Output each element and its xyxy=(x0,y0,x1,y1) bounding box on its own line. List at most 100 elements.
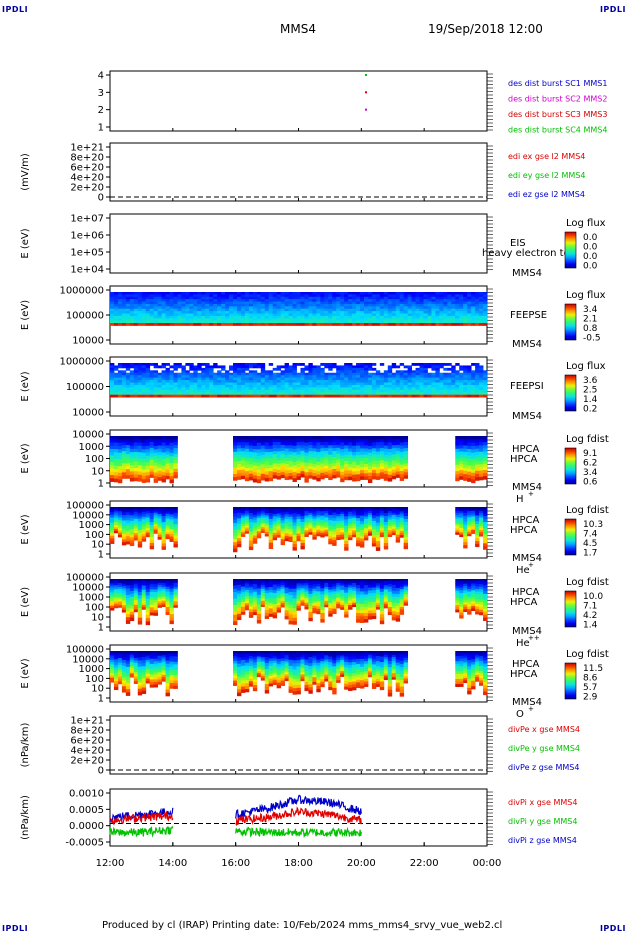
spectrogram-cell xyxy=(256,392,262,396)
colorbar-tick-label: 3.4 xyxy=(583,305,598,315)
spectrogram-cell xyxy=(256,363,262,366)
spectrogram-cell xyxy=(324,519,329,522)
spectrogram-cell xyxy=(443,394,448,398)
spectrogram-cell xyxy=(161,320,166,324)
spectrogram-cell xyxy=(149,384,155,388)
spectrogram-cell xyxy=(280,436,286,440)
spectrogram-cell xyxy=(260,306,266,310)
spectrogram-cell xyxy=(411,318,416,322)
spectrogram-cell xyxy=(137,458,143,463)
spectrogram-cell xyxy=(367,365,373,369)
spectrogram-cell xyxy=(260,442,266,446)
spectrogram-cell xyxy=(312,457,317,462)
spectrogram-cell xyxy=(229,387,234,391)
spectrogram-cell xyxy=(236,306,242,310)
spectrogram-cell xyxy=(256,442,262,447)
spectrogram-cell xyxy=(459,301,464,305)
spectrogram-cell xyxy=(483,451,488,455)
spectrogram-cell xyxy=(149,539,155,544)
spectrogram-cell xyxy=(340,511,345,515)
spectrogram-cell xyxy=(467,471,472,476)
spectrogram-cell xyxy=(316,455,321,459)
spectrogram-cell xyxy=(129,320,135,324)
spectrogram-cell xyxy=(391,463,397,468)
spectrogram-cell xyxy=(276,292,282,295)
spectrogram-cell xyxy=(340,303,345,307)
spectrogram-cell xyxy=(129,458,135,463)
spectrogram-cell xyxy=(240,511,246,514)
spectrogram-cell xyxy=(367,387,373,391)
spectrogram-cell xyxy=(344,537,349,542)
spectrogram-cell xyxy=(379,292,385,295)
spectrogram-cell xyxy=(463,370,468,374)
spectrogram-cell xyxy=(213,375,218,379)
spectrogram-cell xyxy=(395,514,401,518)
spectrogram-cell xyxy=(395,299,401,302)
spectrogram-cell xyxy=(117,513,123,516)
spectrogram-cell xyxy=(356,387,361,391)
spectrogram-cell xyxy=(284,320,289,324)
spectrogram-cell xyxy=(356,474,361,478)
spectrogram-cell xyxy=(169,462,174,467)
spectrogram-cell xyxy=(407,299,412,302)
spectrogram-cell xyxy=(125,445,131,449)
spectrogram-cell xyxy=(137,541,143,545)
spectrogram-cell xyxy=(272,537,278,541)
spectrogram-cell xyxy=(475,363,480,366)
y-tick-label: 100000 xyxy=(66,382,104,393)
spectrogram-cell xyxy=(193,306,198,310)
spectrogram-cell xyxy=(125,536,131,540)
spectrogram-cell xyxy=(276,522,282,525)
spectrogram-cell xyxy=(165,296,170,300)
spectrogram-cell xyxy=(193,392,198,396)
spectrogram-cell xyxy=(169,588,174,593)
spectrogram-cell xyxy=(340,529,345,533)
spectrogram-cell xyxy=(137,617,143,622)
spectrogram-cell xyxy=(336,306,341,310)
spectrogram-cell xyxy=(367,527,373,530)
spectrogram-cell xyxy=(177,377,182,381)
spectrogram-cell xyxy=(280,509,286,513)
spectrogram-cell xyxy=(244,510,250,514)
spectrogram-cell xyxy=(439,372,444,376)
spectrogram-cell xyxy=(165,534,170,537)
spectrogram-cell xyxy=(272,301,278,305)
spectrogram-cell xyxy=(391,380,397,383)
spectrogram-cell xyxy=(217,389,222,393)
spectrogram-cell xyxy=(435,392,440,396)
spectrogram-cell xyxy=(371,460,377,465)
spectrogram-cell xyxy=(113,585,119,588)
spectrogram-cell xyxy=(137,509,143,514)
spectrogram-cell xyxy=(471,375,476,379)
spectrogram-cell xyxy=(383,377,389,381)
spectrogram-cell xyxy=(280,308,286,312)
spectrogram-cell xyxy=(280,389,286,393)
spectrogram-cell xyxy=(137,294,143,298)
species-label: He xyxy=(516,565,530,576)
spectrogram-cell xyxy=(185,389,190,393)
spectrogram-cell xyxy=(411,311,416,314)
spectrogram-cell xyxy=(280,528,286,532)
spectrogram-cell xyxy=(407,313,412,317)
spectrogram-cell xyxy=(149,294,155,298)
spectrogram-cell xyxy=(296,394,301,398)
spectrogram-cell xyxy=(356,313,361,317)
spectrogram-cell xyxy=(284,516,289,520)
spectrogram-cell xyxy=(292,540,297,545)
spectrogram-cell xyxy=(367,465,373,470)
spectrogram-cell xyxy=(141,514,147,518)
colorbar xyxy=(564,231,577,269)
spectrogram-cell xyxy=(467,527,472,531)
spectrogram-cell xyxy=(145,588,151,593)
spectrogram-cell xyxy=(415,392,420,396)
spectrogram-cell xyxy=(248,294,254,298)
spectrogram-cell xyxy=(113,468,119,473)
spectrogram-cell xyxy=(113,593,119,596)
spectrogram-cell xyxy=(387,311,393,314)
spectrogram-cell xyxy=(316,384,321,388)
spectrogram-cell xyxy=(173,474,178,479)
spectrogram-cell xyxy=(332,382,337,386)
spectrogram-cell xyxy=(252,459,258,463)
spectrogram-cell xyxy=(268,509,274,514)
spectrogram-cell xyxy=(455,532,460,535)
